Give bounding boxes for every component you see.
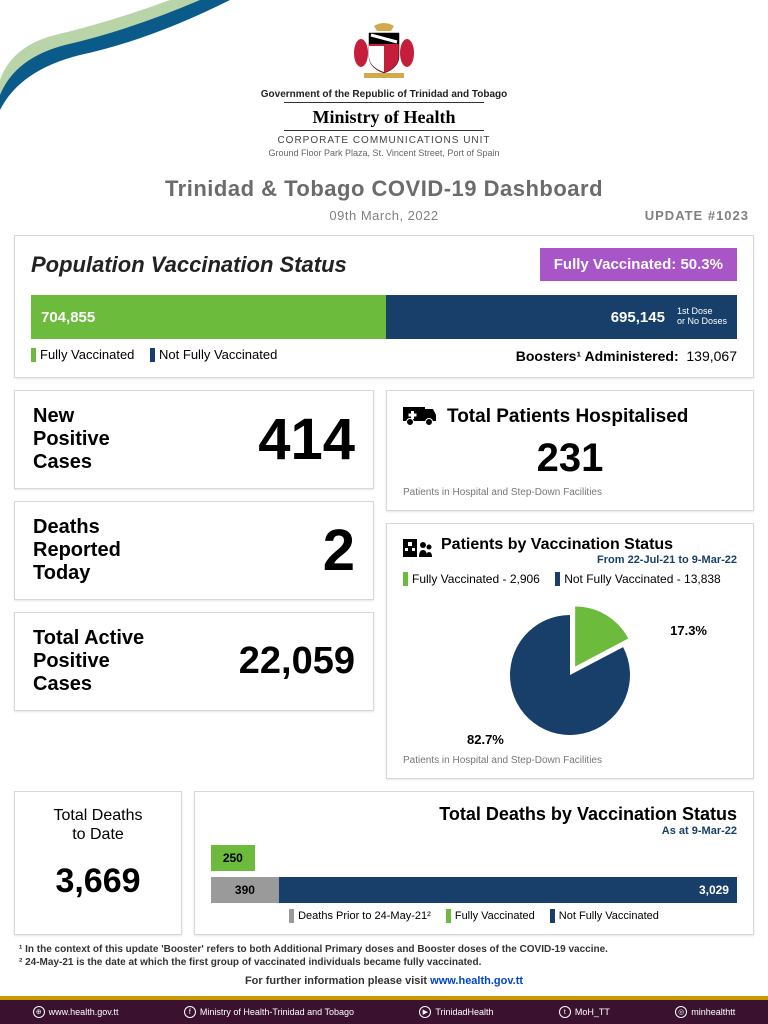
vax-not-fully-count: 695,145 xyxy=(611,309,665,326)
deaths-today-label: DeathsReportedToday xyxy=(33,516,121,585)
vaccination-status-card: Population Vaccination Status Fully Vacc… xyxy=(14,235,754,378)
total-deaths-value: 3,669 xyxy=(23,862,173,901)
hospitalised-card: Total Patients Hospitalised 231 Patients… xyxy=(386,390,754,511)
ambulance-icon xyxy=(403,403,437,432)
pie-pct-not-fully: 82.7% xyxy=(467,732,504,747)
active-cases-label: Total ActivePositiveCases xyxy=(33,627,144,696)
pie-pct-fully: 17.3% xyxy=(670,623,707,638)
dvs-as-at: As at 9-Mar-22 xyxy=(439,825,737,837)
dashboard-title: Trinidad & Tobago COVID-19 Dashboard xyxy=(0,176,768,202)
update-number: UPDATE #1023 xyxy=(645,208,749,223)
dvs-bar-fully: 250 xyxy=(211,845,255,871)
total-deaths-card: Total Deathsto Date 3,669 xyxy=(14,791,182,935)
footnote-1: ¹ In the context of this update 'Booster… xyxy=(19,943,749,956)
footer-web[interactable]: ⊕www.health.gov.tt xyxy=(33,1006,119,1018)
booster-info: Boosters¹ Administered: 139,067 xyxy=(516,348,737,364)
pvs-date-range: From 22-Jul-21 to 9-Mar-22 xyxy=(441,554,737,566)
vax-bar-chart: 704,855 695,145 1st Doseor No Doses xyxy=(31,295,737,339)
deaths-today-card: DeathsReportedToday 2 xyxy=(14,501,374,600)
active-cases-card: Total ActivePositiveCases 22,059 xyxy=(14,612,374,711)
instagram-icon: ◎ xyxy=(675,1006,687,1018)
new-positive-card: NewPositiveCases 414 xyxy=(14,390,374,489)
hospital-people-icon xyxy=(403,537,433,564)
pie-chart: 17.3% 82.7% xyxy=(403,595,737,755)
dvs-legend: Deaths Prior to 24-May-21² Fully Vaccina… xyxy=(211,909,737,926)
vax-bar-not-fully: 695,145 1st Doseor No Doses xyxy=(386,295,737,339)
footnotes: ¹ In the context of this update 'Booster… xyxy=(19,943,749,969)
twitter-icon: t xyxy=(559,1006,571,1018)
new-positive-value: 414 xyxy=(258,406,355,473)
patients-by-vax-card: Patients by Vaccination Status From 22-J… xyxy=(386,523,754,779)
footnote-2: ² 24-May-21 is the date at which the fir… xyxy=(19,956,749,969)
pvs-note: Patients in Hospital and Step-Down Facil… xyxy=(403,755,737,766)
dvs-bar-chart: 250 390 3,029 xyxy=(211,845,737,903)
vax-not-fully-sublabel: 1st Doseor No Doses xyxy=(677,307,727,327)
legend-fully: Fully Vaccinated xyxy=(31,347,134,362)
address: Ground Floor Park Plaza, St. Vincent Str… xyxy=(0,148,768,158)
footer-twitter[interactable]: tMoH_TT xyxy=(559,1006,610,1018)
active-cases-value: 22,059 xyxy=(239,640,355,683)
vax-badge: Fully Vaccinated: 50.3% xyxy=(540,248,737,281)
dashboard-date: 09th March, 2022 xyxy=(19,208,749,223)
footer-bar: ⊕www.health.gov.tt fMinistry of Health-T… xyxy=(0,996,768,1024)
legend-not-fully: Not Fully Vaccinated xyxy=(150,347,277,362)
vax-fully-count: 704,855 xyxy=(41,309,95,326)
hospitalised-title: Total Patients Hospitalised xyxy=(447,406,688,428)
coat-of-arms-icon xyxy=(349,18,419,85)
hospitalised-note: Patients in Hospital and Step-Down Facil… xyxy=(403,487,737,498)
vax-bar-fully: 704,855 xyxy=(31,295,386,339)
pvs-title: Patients by Vaccination Status xyxy=(441,536,737,554)
footer-facebook[interactable]: fMinistry of Health-Trinidad and Tobago xyxy=(184,1006,354,1018)
deaths-by-vax-card: Total Deaths by Vaccination Status As at… xyxy=(194,791,754,935)
new-positive-label: NewPositiveCases xyxy=(33,405,110,474)
vax-title: Population Vaccination Status xyxy=(31,252,347,278)
header-swoosh xyxy=(0,0,230,140)
footer-link[interactable]: www.health.gov.tt xyxy=(430,975,523,987)
globe-icon: ⊕ xyxy=(33,1006,45,1018)
facebook-icon: f xyxy=(184,1006,196,1018)
dvs-title: Total Deaths by Vaccination Status xyxy=(439,804,737,825)
hospitalised-value: 231 xyxy=(403,436,737,481)
pvs-legend-not-fully: Not Fully Vaccinated - 13,838 xyxy=(555,572,721,586)
footer-instagram[interactable]: ◎minhealthtt xyxy=(675,1006,735,1018)
footer-info: For further information please visit www… xyxy=(0,975,768,987)
deaths-today-value: 2 xyxy=(323,517,355,584)
dvs-bar-not-fully: 3,029 xyxy=(279,877,737,903)
dashboard-subtitle: 09th March, 2022 UPDATE #1023 xyxy=(19,208,749,223)
footer-youtube[interactable]: ▶TrinidadHealth xyxy=(419,1006,493,1018)
pvs-legend-fully: Fully Vaccinated - 2,906 xyxy=(403,572,540,586)
youtube-icon: ▶ xyxy=(419,1006,431,1018)
dvs-bar-prior: 390 xyxy=(211,877,279,903)
total-deaths-label: Total Deathsto Date xyxy=(23,806,173,844)
